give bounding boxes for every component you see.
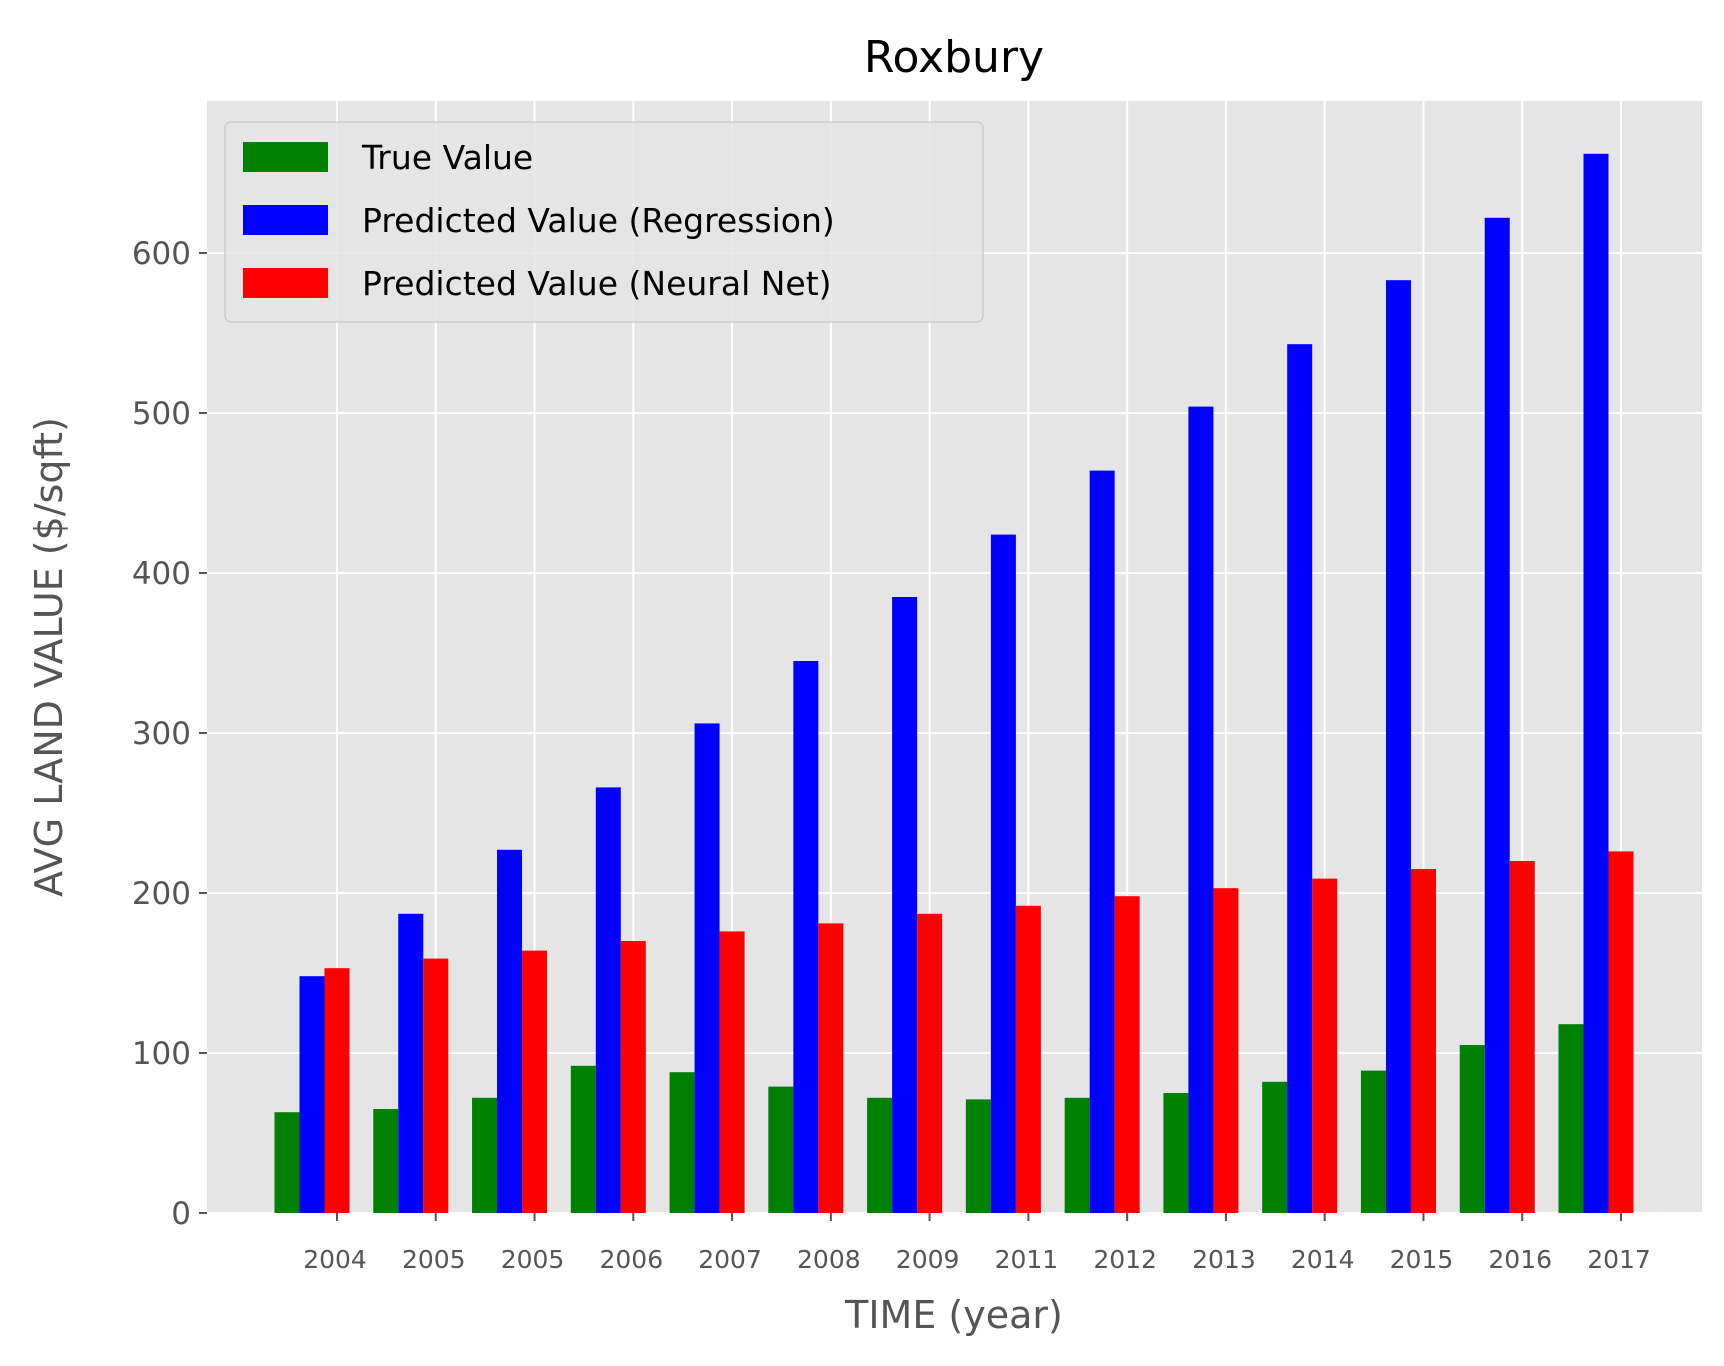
bar (398, 913, 424, 1213)
bar (522, 950, 548, 1213)
x-tick-label: 2011 (995, 1245, 1059, 1274)
bar (867, 1097, 893, 1213)
x-tick-label: 2004 (303, 1245, 367, 1274)
bar (620, 941, 646, 1213)
bar (570, 1065, 596, 1213)
bar (1114, 896, 1140, 1213)
bar (1410, 869, 1436, 1213)
legend: True Value Predicted Value (Regression) Pr… (224, 121, 984, 323)
legend-box (224, 121, 984, 323)
y-tick-label: 100 (132, 1036, 191, 1072)
bar (1583, 153, 1609, 1213)
chart-title: Roxbury (864, 32, 1044, 83)
bar (1188, 406, 1214, 1214)
x-tick-label: 2006 (599, 1245, 663, 1274)
y-tick-label: 300 (132, 716, 191, 752)
bar (1385, 280, 1411, 1213)
bar (373, 1109, 399, 1213)
x-tick-label: 2005 (402, 1245, 466, 1274)
x-tick-label: 2016 (1488, 1245, 1552, 1274)
y-tick-label: 0 (171, 1196, 191, 1232)
y-axis-label: AVG LAND VALUE ($/sqft) (27, 417, 71, 897)
bar (694, 723, 720, 1213)
x-axis-label: TIME (year) (844, 1293, 1063, 1337)
bar (1360, 1070, 1386, 1213)
bar (472, 1097, 498, 1213)
bar (669, 1072, 695, 1213)
x-tick-label: 2005 (501, 1245, 565, 1274)
bars-group (274, 153, 1634, 1214)
bar (1459, 1045, 1485, 1213)
bar (1163, 1093, 1189, 1213)
bar (990, 534, 1016, 1213)
bar (423, 958, 449, 1213)
x-tick-label: 2008 (797, 1245, 861, 1274)
bar (1089, 470, 1115, 1214)
bar (1558, 1024, 1584, 1213)
bar (965, 1099, 991, 1213)
bar (324, 968, 350, 1213)
legend-label: Predicted Value (Neural Net) (362, 264, 832, 303)
x-tick-label: 2014 (1291, 1245, 1355, 1274)
bar (1312, 878, 1338, 1213)
y-tick-label: 600 (132, 236, 191, 272)
y-tick-label: 200 (132, 876, 191, 912)
bar (892, 597, 918, 1213)
bar (917, 913, 943, 1213)
legend-label: Predicted Value (Regression) (362, 201, 835, 240)
bar (274, 1112, 300, 1213)
bar (1064, 1097, 1090, 1213)
x-tick-label: 2007 (698, 1245, 762, 1274)
legend-swatch (243, 142, 328, 172)
bar (1213, 888, 1239, 1213)
bar (1015, 905, 1041, 1213)
x-tick-label: 2009 (896, 1245, 960, 1274)
bar (299, 976, 325, 1213)
bar (595, 787, 621, 1213)
legend-label: True Value (361, 138, 533, 177)
axis-ticks: 0 100 200 300 400 500 600 2004 2005 2005 2006 2007 2… (132, 236, 1651, 1274)
bar (1287, 344, 1313, 1213)
bar (497, 849, 523, 1213)
y-tick-label: 500 (132, 396, 191, 432)
x-tick-label: 2017 (1587, 1245, 1651, 1274)
bar (1509, 861, 1535, 1213)
legend-swatch (243, 268, 328, 298)
bar (719, 931, 745, 1213)
x-tick-label: 2012 (1093, 1245, 1157, 1274)
bar (768, 1086, 794, 1213)
y-tick-label: 400 (132, 556, 191, 592)
bar (818, 923, 844, 1213)
bar (1262, 1081, 1288, 1213)
x-tick-label: 2015 (1390, 1245, 1454, 1274)
bar (1608, 851, 1634, 1213)
x-tick-label: 2013 (1192, 1245, 1256, 1274)
legend-swatch (243, 205, 328, 235)
bar (793, 661, 819, 1213)
bar (1484, 217, 1510, 1214)
